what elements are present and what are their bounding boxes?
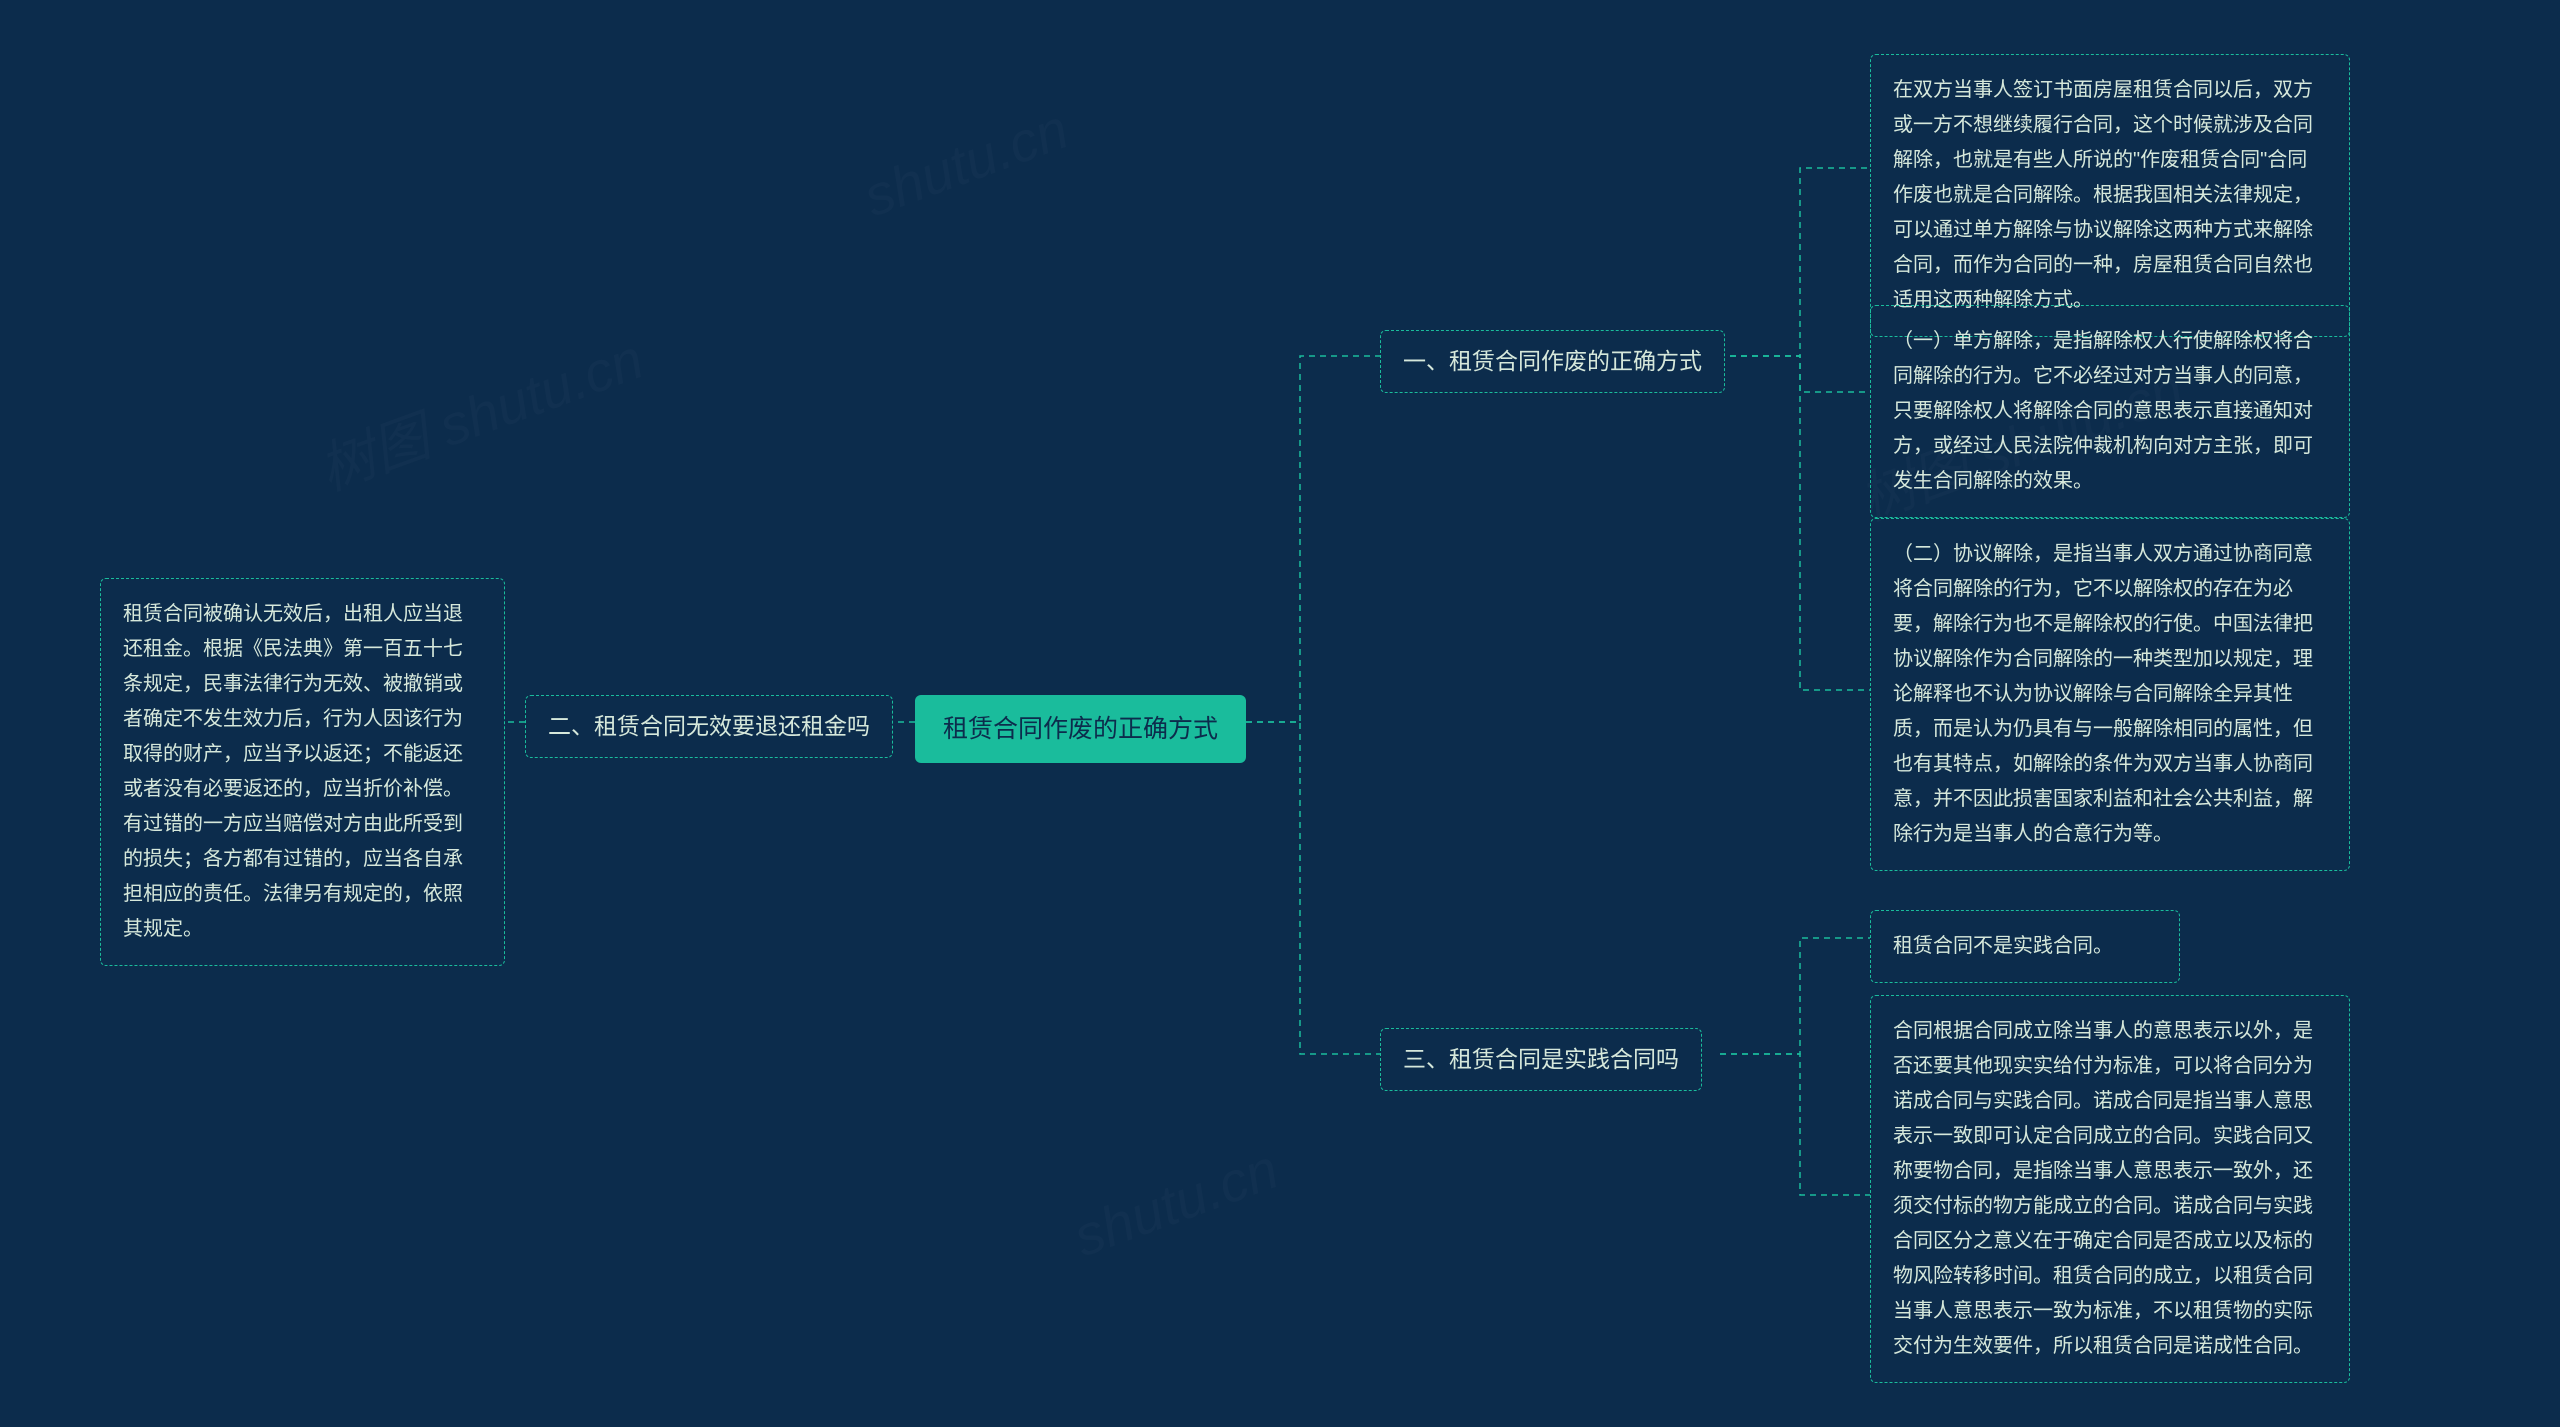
leaf-node[interactable]: （二）协议解除，是指当事人双方通过协商同意将合同解除的行为，它不以解除权的存在为… — [1870, 518, 2350, 871]
branch-node-3[interactable]: 三、租赁合同是实践合同吗 — [1380, 1028, 1702, 1091]
leaf-node[interactable]: 合同根据合同成立除当事人的意思表示以外，是否还要其他现实实给付为标准，可以将合同… — [1870, 995, 2350, 1383]
watermark: shutu.cn — [855, 96, 1076, 229]
mindmap-root[interactable]: 租赁合同作废的正确方式 — [915, 695, 1246, 763]
leaf-node[interactable]: 租赁合同被确认无效后，出租人应当退还租金。根据《民法典》第一百五十七条规定，民事… — [100, 578, 505, 966]
watermark: shutu.cn — [1065, 1136, 1286, 1269]
leaf-node[interactable]: 租赁合同不是实践合同。 — [1870, 910, 2180, 983]
leaf-node[interactable]: 在双方当事人签订书面房屋租赁合同以后，双方或一方不想继续履行合同，这个时候就涉及… — [1870, 54, 2350, 337]
branch-node-1[interactable]: 一、租赁合同作废的正确方式 — [1380, 330, 1725, 393]
leaf-node[interactable]: （一）单方解除，是指解除权人行使解除权将合同解除的行为。它不必经过对方当事人的同… — [1870, 305, 2350, 518]
watermark: 树图 shutu.cn — [306, 314, 653, 506]
branch-node-2[interactable]: 二、租赁合同无效要退还租金吗 — [525, 695, 893, 758]
